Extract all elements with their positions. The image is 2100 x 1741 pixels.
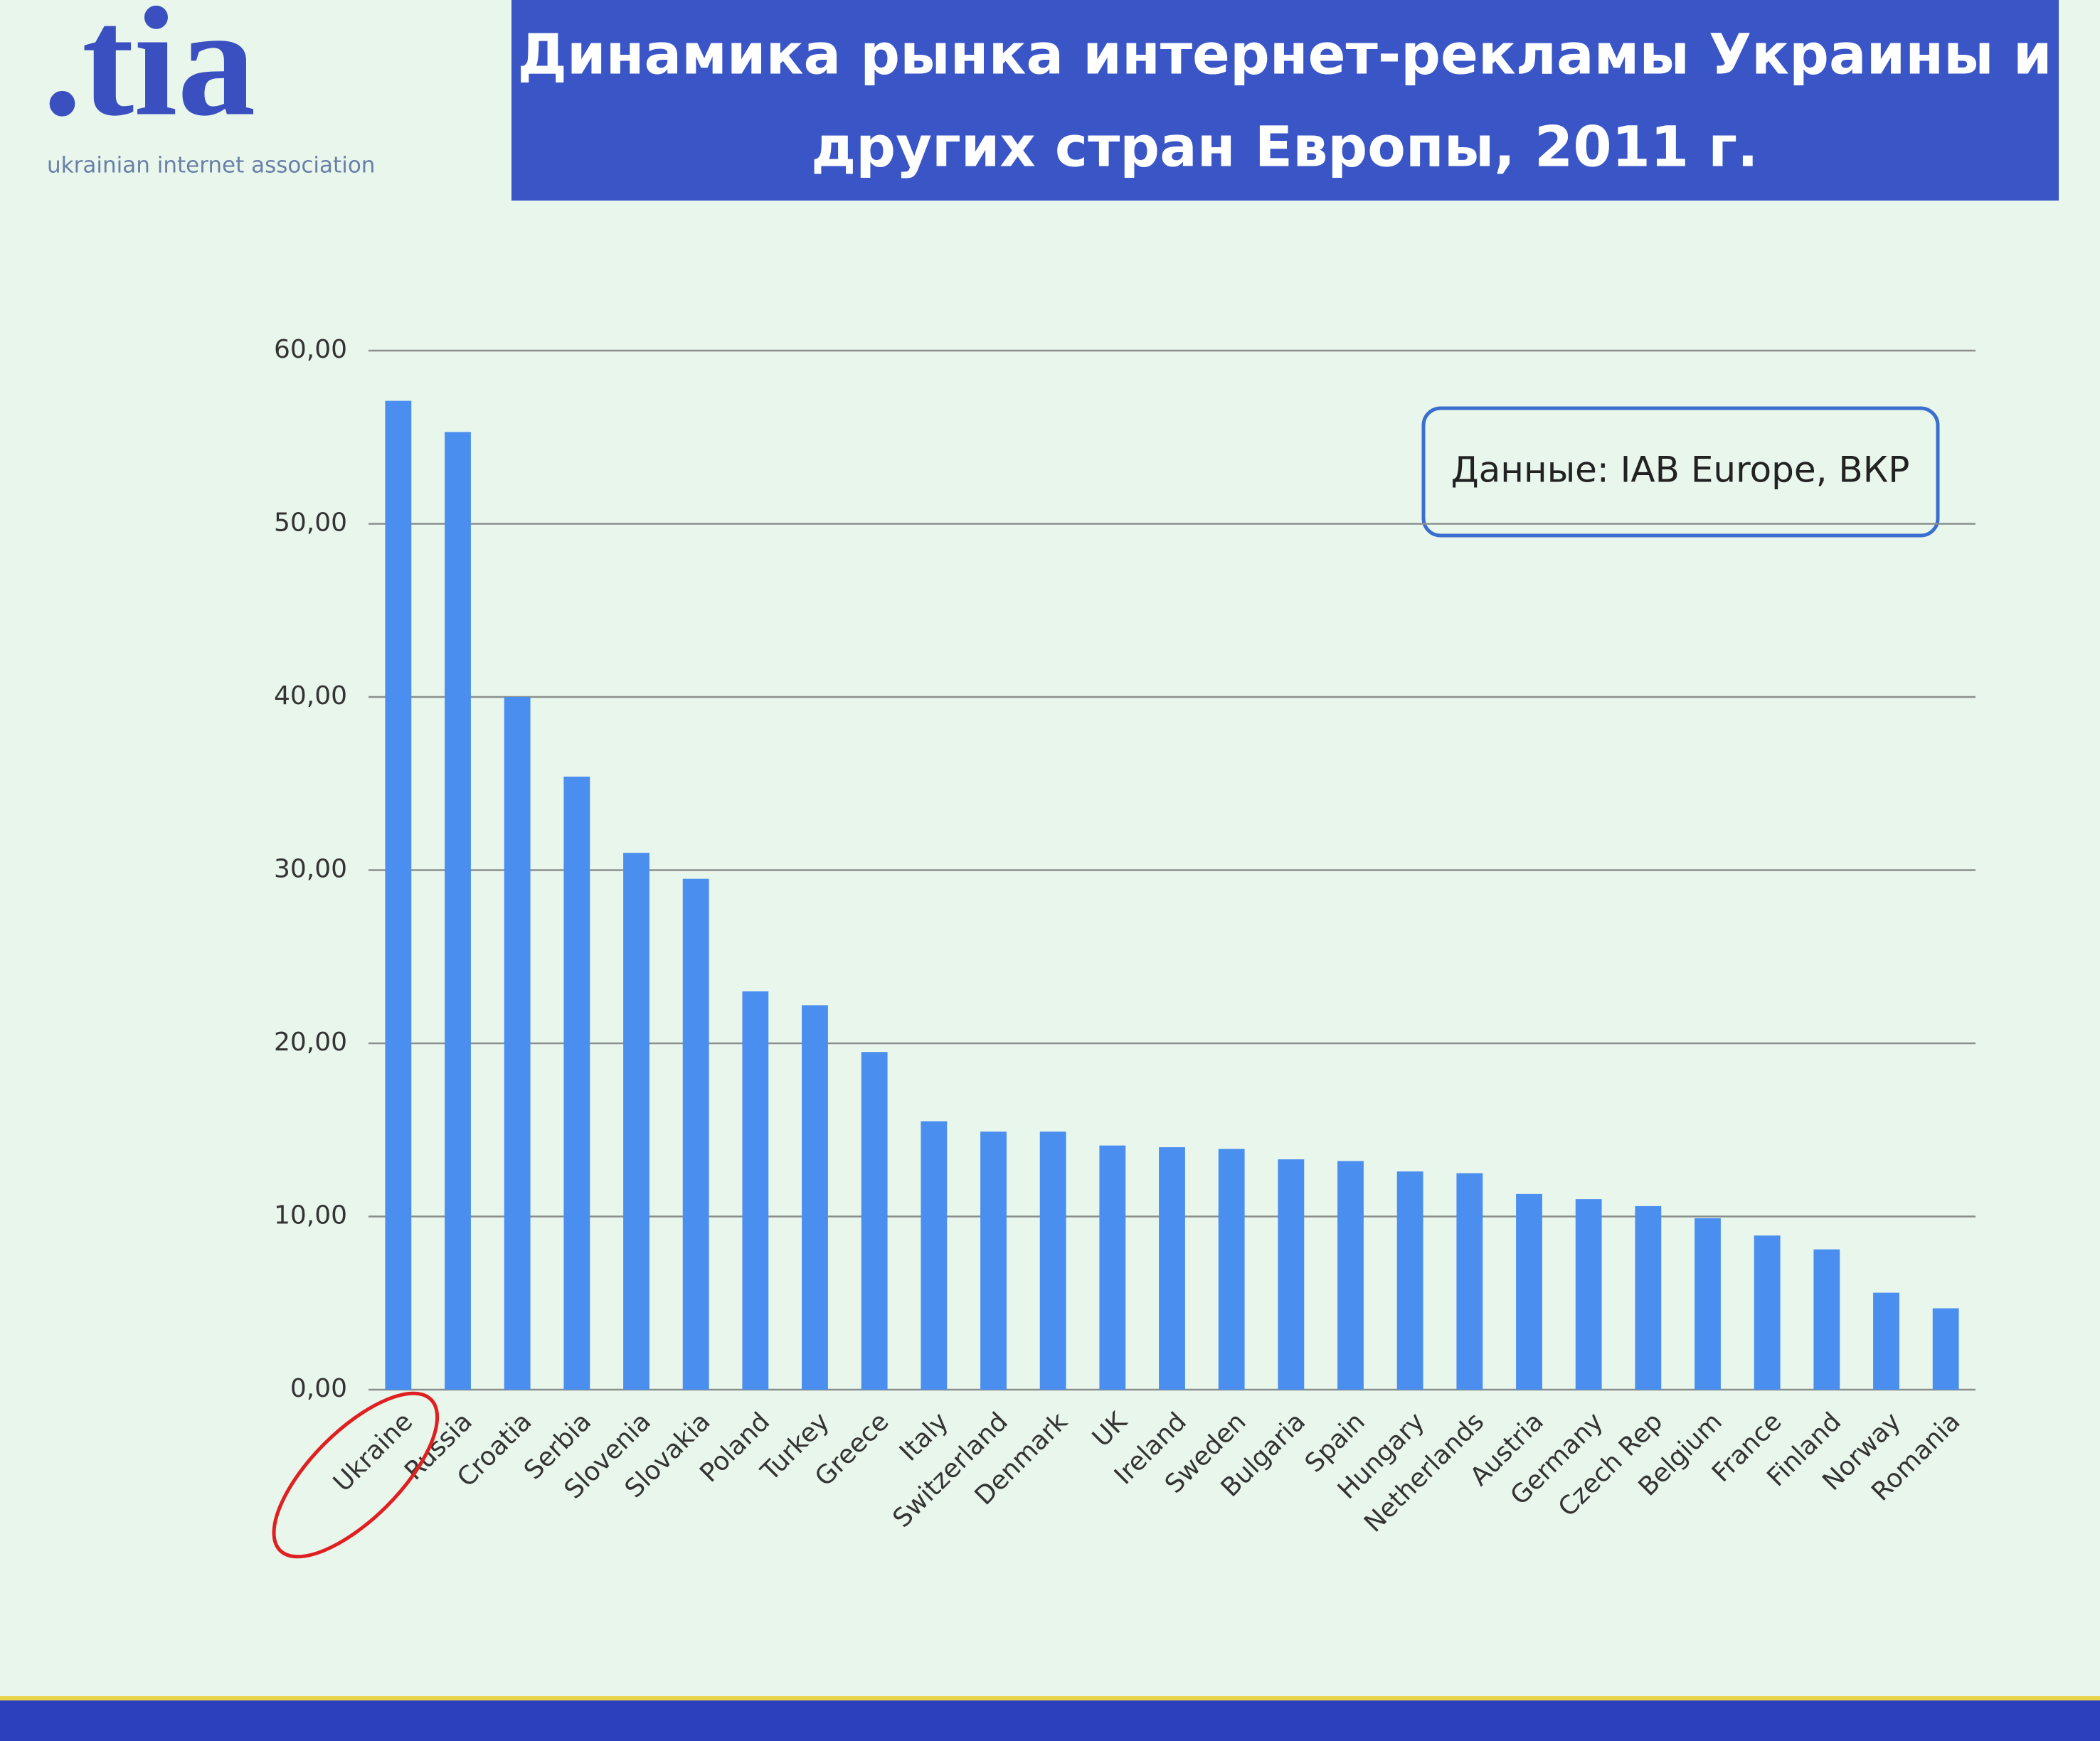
bar — [1456, 1173, 1483, 1390]
bar — [742, 991, 769, 1390]
y-tick-label: 60,00 — [274, 335, 347, 364]
title-banner — [511, 0, 2059, 201]
bottom-stripe — [0, 1700, 2100, 1741]
bar — [623, 853, 649, 1390]
bar — [861, 1052, 888, 1390]
y-tick-label: 50,00 — [274, 509, 347, 538]
annotation: Данные: IAB Europe, ВКР — [1451, 449, 1910, 491]
bar — [1813, 1249, 1840, 1390]
bar — [563, 777, 590, 1390]
logo-tagline: ukrainian internet association — [47, 153, 375, 179]
bar — [980, 1132, 1007, 1390]
bar — [682, 878, 709, 1390]
y-tick-label: 40,00 — [274, 681, 347, 710]
y-tick-label: 30,00 — [274, 855, 347, 884]
bar — [1159, 1147, 1185, 1390]
bar — [504, 697, 531, 1390]
annotation-box — [1421, 406, 1940, 538]
bar — [1337, 1161, 1364, 1390]
bar — [1873, 1292, 1899, 1390]
bar — [445, 432, 471, 1390]
bar — [921, 1121, 948, 1390]
bar — [385, 400, 412, 1390]
y-tick-label: 10,00 — [274, 1201, 347, 1230]
bottom-stripe-accent — [0, 1696, 2100, 1700]
bar — [1635, 1205, 1662, 1390]
bar — [802, 1005, 828, 1390]
logo-mark: .tia — [43, 0, 255, 148]
y-tick-label: 20,00 — [274, 1028, 347, 1057]
highlight-circle — [272, 1391, 440, 1559]
bar — [1099, 1145, 1126, 1390]
bar — [1932, 1308, 1959, 1390]
bar — [1516, 1193, 1542, 1390]
bar — [1278, 1159, 1305, 1390]
bar — [1396, 1171, 1423, 1390]
chart-title-line: других стран Европы, 2011 г. — [811, 115, 1758, 179]
bar — [1754, 1235, 1781, 1390]
bar — [1575, 1199, 1602, 1390]
bar — [1695, 1218, 1721, 1390]
chart-title-line: Динамика рынка интернет-рекламы Украины … — [518, 23, 2052, 87]
y-tick-label: 0,00 — [290, 1374, 347, 1403]
bar — [1218, 1149, 1245, 1390]
bar — [1039, 1132, 1066, 1390]
